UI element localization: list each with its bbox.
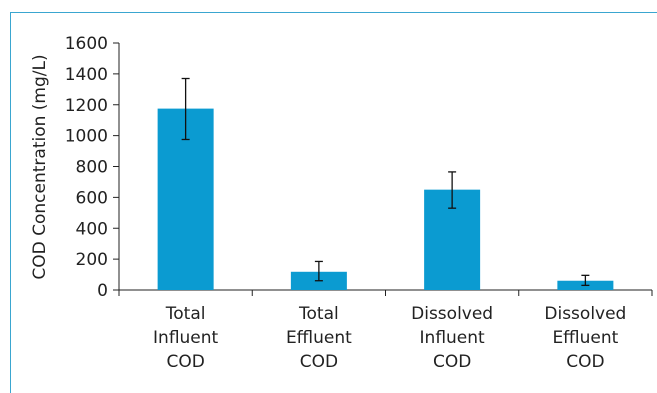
frame-top-border — [10, 12, 657, 13]
frame-left-border — [10, 12, 11, 393]
y-tick-label: 200 — [76, 250, 108, 270]
bars-group — [157, 108, 614, 290]
x-tick-label: Dissolved — [544, 304, 626, 324]
y-tick-label: 400 — [76, 219, 108, 239]
x-tick-label: COD — [166, 352, 204, 372]
x-axis — [118, 289, 653, 296]
y-tick-label: 0 — [97, 281, 108, 301]
y-tick-label: 1200 — [65, 96, 108, 116]
x-tick-label: Dissolved — [411, 304, 493, 324]
error-bar — [448, 171, 457, 209]
y-tick-label: 1600 — [65, 34, 108, 54]
x-tick-label: Influent — [153, 328, 219, 348]
error-bar — [314, 260, 323, 282]
y-tick-label: 600 — [76, 188, 108, 208]
x-tick-label: Total — [165, 304, 206, 324]
x-tick-label: Total — [298, 304, 339, 324]
error-bars-group — [181, 77, 590, 287]
x-tick-label: COD — [300, 352, 338, 372]
x-tick-label: COD — [566, 352, 604, 372]
y-axis: 0 200 400 600 800 1000 1200 1400 1600 — [65, 34, 120, 301]
y-tick-label: 800 — [76, 158, 108, 178]
x-tick-label: Effluent — [552, 328, 618, 348]
x-tick-labels: Total Influent COD Total Effluent COD Dissolve… — [153, 304, 626, 372]
x-tick-label: Influent — [420, 328, 486, 348]
error-bar — [581, 274, 590, 287]
y-axis-label: COD Concentration (mg/L) — [30, 54, 50, 279]
x-tick-label: Effluent — [286, 328, 352, 348]
y-tick-label: 1400 — [65, 65, 108, 85]
x-tick-label: COD — [433, 352, 471, 372]
y-tick-label: 1000 — [65, 127, 108, 147]
error-bar — [181, 77, 190, 141]
